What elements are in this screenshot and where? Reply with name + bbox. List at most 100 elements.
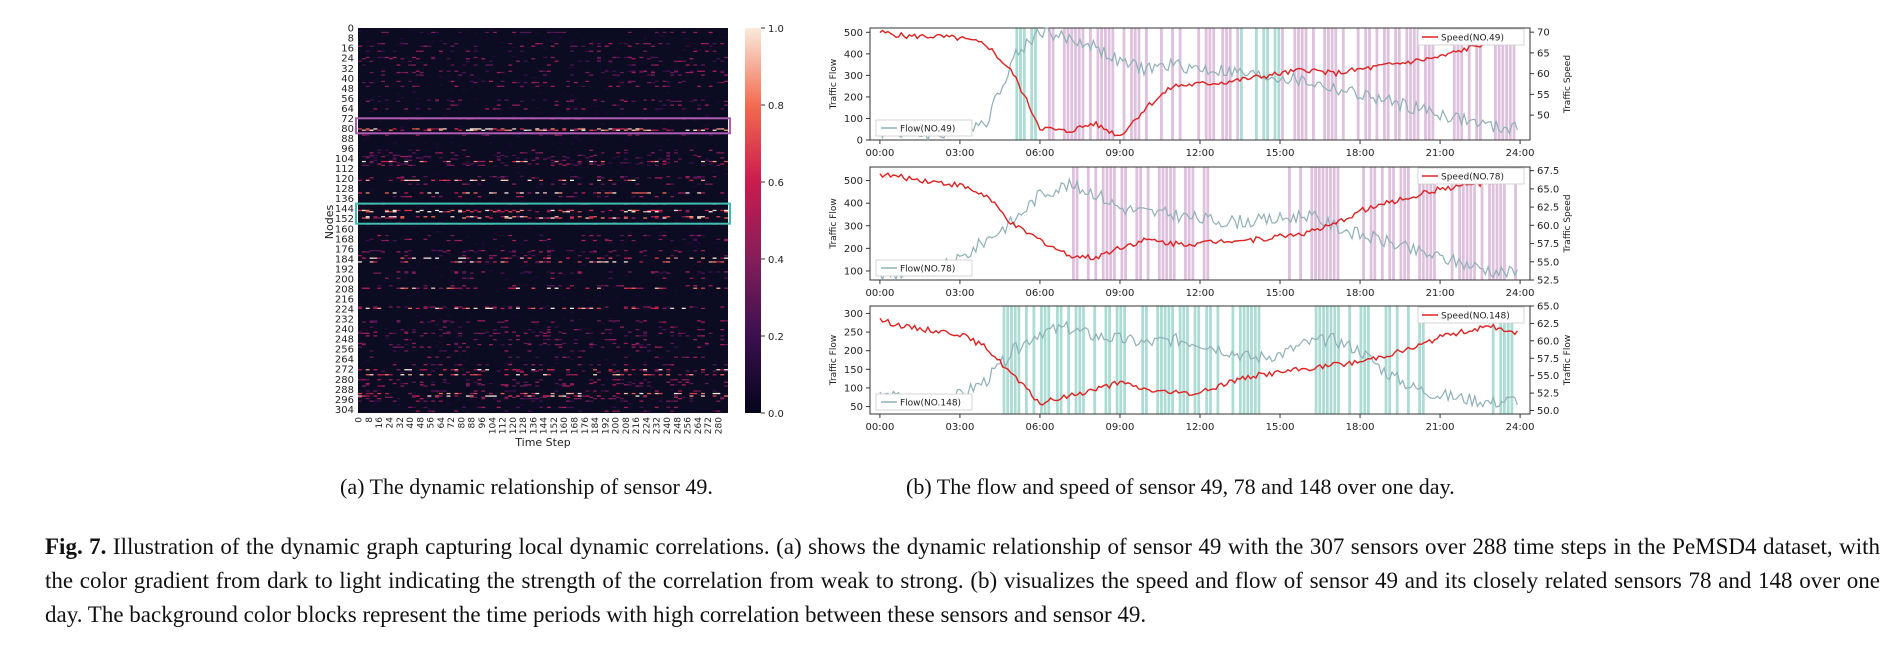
heatmap-cell: [623, 356, 628, 358]
heatmap-cell: [531, 83, 536, 85]
heatmap-cell: [465, 250, 470, 252]
heatmap-cell: [492, 192, 497, 194]
heatmap-cell: [438, 128, 443, 130]
left-tick-label: 300: [844, 71, 863, 82]
heatmap-cell: [650, 45, 655, 47]
heatmap-cell: [543, 74, 547, 76]
heatmap-cell: [635, 286, 640, 288]
heatmap-cell: [570, 216, 574, 218]
heatmap-cell: [639, 71, 644, 74]
heatmap-cell: [658, 158, 663, 160]
heatmap-cell: [643, 308, 648, 311]
heatmap-cell: [404, 306, 409, 308]
heatmap-cell: [697, 292, 702, 294]
heatmap-cell: [539, 112, 543, 114]
heatmap-cell: [666, 357, 671, 360]
heatmap-cell: [701, 164, 705, 166]
heatmap-cell: [396, 73, 401, 75]
heatmap-cell: [558, 248, 563, 250]
heatmap-cell: [577, 128, 582, 130]
shaded-block: [1160, 306, 1163, 414]
heatmap-cell: [500, 199, 505, 202]
heatmap-x-tick-label: 16: [375, 417, 385, 429]
heatmap-x-tick-label: 224: [642, 417, 652, 434]
heatmap-cell: [465, 129, 470, 131]
heatmap-cell: [465, 50, 470, 52]
heatmap-cell: [442, 359, 447, 361]
heatmap-cell: [365, 178, 370, 180]
highlight-box: [355, 117, 731, 135]
heatmap-cell: [693, 270, 698, 272]
heatmap-cell: [365, 138, 370, 140]
heatmap-cell: [381, 92, 385, 94]
heatmap-cell: [450, 270, 455, 272]
heatmap-cell: [693, 186, 698, 188]
heatmap-cell: [720, 60, 725, 62]
heatmap-cell: [516, 287, 520, 289]
heatmap-cell: [404, 209, 409, 212]
heatmap-cell: [616, 56, 621, 59]
heatmap-cell: [361, 361, 366, 363]
heatmap-cell: [438, 364, 443, 366]
heatmap-cell: [627, 45, 632, 47]
heatmap-cell: [608, 191, 613, 193]
heatmap-cell: [365, 171, 370, 173]
heatmap-cell: [677, 405, 682, 407]
heatmap-cell: [469, 261, 474, 263]
heatmap-cell: [612, 104, 617, 106]
heatmap-cell: [419, 321, 424, 323]
heatmap-cell: [670, 308, 675, 311]
heatmap-cell: [701, 277, 705, 279]
shaded-block: [1266, 28, 1269, 140]
heatmap-cell: [570, 105, 574, 108]
heatmap-cell: [492, 238, 497, 240]
heatmap-cell: [446, 287, 451, 289]
heatmap-y-tick-label: 40: [341, 74, 354, 85]
heatmap-cell: [458, 261, 463, 263]
heatmap-cell: [720, 70, 725, 72]
heatmap-cell: [724, 160, 728, 163]
shaded-block: [1499, 167, 1503, 280]
heatmap-cell: [620, 139, 624, 141]
shaded-block: [1077, 28, 1081, 140]
heatmap-cell: [685, 322, 690, 324]
heatmap-y-tick-label: 288: [335, 385, 354, 396]
heatmap-cell: [396, 164, 401, 166]
heatmap-cell: [593, 138, 597, 140]
heatmap-cell: [385, 209, 389, 212]
heatmap-cell: [566, 256, 570, 258]
heatmap-cell: [431, 306, 436, 308]
heatmap-cell: [643, 237, 648, 239]
heatmap-cell: [577, 153, 582, 155]
heatmap-cell: [400, 275, 405, 277]
heatmap-cell: [377, 149, 382, 151]
heatmap-cell: [516, 382, 520, 385]
heatmap-cell: [566, 400, 570, 402]
heatmap-cell: [477, 250, 482, 252]
heatmap-cell: [577, 60, 582, 62]
heatmap-cell: [573, 398, 578, 400]
heatmap-cell: [635, 43, 640, 45]
heatmap-cell: [701, 287, 705, 289]
heatmap-cell: [666, 154, 671, 156]
heatmap-cell: [639, 128, 644, 130]
heatmap-cell: [504, 331, 509, 333]
heatmap-cell: [558, 272, 563, 274]
heatmap-cell: [404, 369, 409, 371]
heatmap-cell: [415, 114, 420, 116]
heatmap-cell: [566, 396, 570, 398]
heatmap-cell: [477, 115, 482, 118]
heatmap-cell: [570, 90, 574, 92]
heatmap-cell: [504, 164, 509, 166]
heatmap-cell: [358, 332, 362, 334]
heatmap-cell: [539, 92, 543, 94]
shaded-block: [1412, 28, 1416, 140]
heatmap-cell: [442, 332, 447, 334]
heatmap-cell: [465, 155, 470, 158]
heatmap-cell: [600, 197, 605, 199]
heatmap-cell: [435, 266, 439, 268]
heatmap-cell: [550, 277, 555, 279]
heatmap-cell: [708, 48, 713, 50]
heatmap-cell: [485, 404, 490, 406]
heatmap-cell: [720, 261, 725, 263]
